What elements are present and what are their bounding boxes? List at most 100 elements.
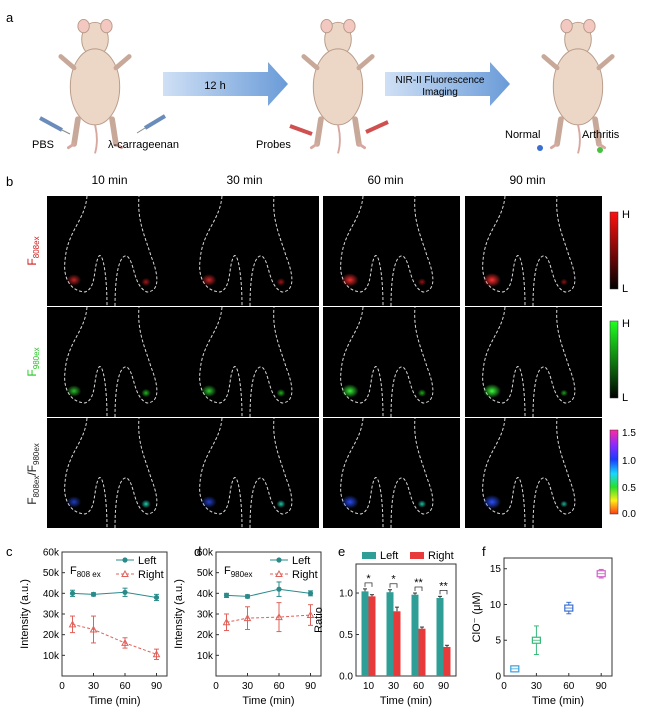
data-point [89,625,98,633]
bar-right [418,628,426,676]
syringe-icon-probe-left [289,124,313,136]
fluorescence-image [182,195,319,307]
inset-label: F980ex [224,565,253,579]
x-tick-label: 10 [363,681,375,692]
y-tick-label: 30k [43,610,60,621]
legend-marker [275,569,283,577]
column-header: 60 min [367,173,403,187]
charts: c Intensity (a.u.) Time (min) 10k 20k 30k 40k 5… [6,544,613,707]
legend-marker [122,557,128,563]
x-axis-label: Time (min) [532,695,584,707]
y-tick-label: 1.0 [339,589,353,600]
column-header: 10 min [91,173,127,187]
data-point [90,591,97,597]
arrow-12h [163,62,288,106]
fluorescence-image [182,417,319,529]
legend-label: Left [138,555,156,567]
y-tick-label: 15 [490,564,502,575]
label-pbs: PBS [32,139,54,151]
significance-bracket [389,583,398,588]
y-tick-label: 30k [197,610,214,621]
legend-marker [121,569,129,577]
colorbar-red-low: L [622,283,628,295]
significance-label: * [391,574,396,586]
y-tick-label: 50k [43,568,60,579]
colorbar-ratio [609,429,619,515]
mouse-illustration-1 [61,19,129,153]
fluorescence-image [47,195,184,307]
imaging-grid [47,195,602,529]
data-point [122,589,128,595]
syringe-icon-right [136,114,167,134]
column-header: 30 min [226,173,262,187]
fluorescence-image [323,417,460,529]
legend-swatch [362,552,376,559]
x-tick-label: 30 [242,681,254,692]
chart-panel: f ClO⁻ (μM) Time (min) 0 5 10 15 0 30 60 90 [471,544,613,707]
plot-frame [503,557,613,677]
mouse-illustration-2 [304,19,372,153]
row-label: F808ex/F980ex [25,443,41,505]
label-arthritis: Arthritis [582,129,620,141]
data-point [306,610,315,619]
y-tick-label: 5 [495,636,501,647]
fluorescence-image [47,306,184,418]
data-point [68,620,77,628]
chart-panel: d Intensity (a.u.) Time (min) 10k 20k 30k 40k 5… [173,544,322,707]
panel-letter-b: b [6,174,13,189]
data-point [153,594,160,601]
legend-label: Left [292,555,310,567]
colorbar-green [609,320,619,399]
colorbar-ratio-tick-0.0: 0.0 [622,509,636,520]
label-probes: Probes [256,139,291,151]
x-tick-label: 0 [213,681,219,692]
y-tick-label: 40k [197,589,214,600]
data-point [152,650,161,658]
y-tick-label: 60k [197,548,214,559]
y-tick-label: 0.5 [339,630,353,641]
x-tick-label: 60 [273,681,285,692]
label-carrageenan: λ-carrageenan [108,139,179,151]
inset-label: F808 ex [70,565,101,579]
arrow-12h-label: 12 h [204,80,225,92]
x-tick-label: 90 [438,681,450,692]
series-line-right [72,623,157,655]
panel-letter: d [194,544,201,559]
y-tick-label: 10k [197,651,214,662]
y-tick-label: 10k [43,651,60,662]
arrow-imaging-label-1: NIR-II Fluorescence [396,75,485,86]
panel-letter: f [482,544,486,559]
series-line-right [226,614,311,623]
legend-label: Right [292,569,318,581]
syringe-icon-probe-right [365,120,389,134]
y-axis-label: Ratio [313,607,325,633]
row-labels: F808ex F980ex F808ex/F980ex [25,236,41,504]
data-point [121,638,129,646]
panel-letter-a: a [6,10,14,25]
fluorescence-image [182,306,319,418]
y-axis-label: ClO⁻ (μM) [471,592,483,643]
y-tick-label: 10 [490,600,502,611]
x-tick-label: 60 [563,681,575,692]
chart-panel: e Ratio Time (min) 0.0 0.5 1.0 10 * 30 * 60 ** 90 ** L… [313,544,457,707]
y-axis-label: Intensity (a.u.) [19,579,31,649]
data-point [276,586,282,592]
x-axis-label: Time (min) [242,695,294,707]
legend-label: Left [380,550,398,562]
bar-left [436,598,444,676]
y-tick-label: 50k [197,568,214,579]
x-tick-label: 0 [501,681,507,692]
colorbar-red-high: H [622,209,630,221]
data-point [244,593,251,600]
arthritis-paw-marker [597,147,603,153]
row-label: F980ex [25,347,41,376]
fluorescence-image [47,417,184,529]
x-tick-label: 30 [388,681,400,692]
fluorescence-image [323,195,460,307]
label-normal: Normal [505,129,540,141]
data-point [307,590,314,596]
data-point [275,613,283,621]
x-tick-label: 0 [59,681,65,692]
x-tick-label: 30 [88,681,100,692]
fluorescence-image [465,417,602,529]
